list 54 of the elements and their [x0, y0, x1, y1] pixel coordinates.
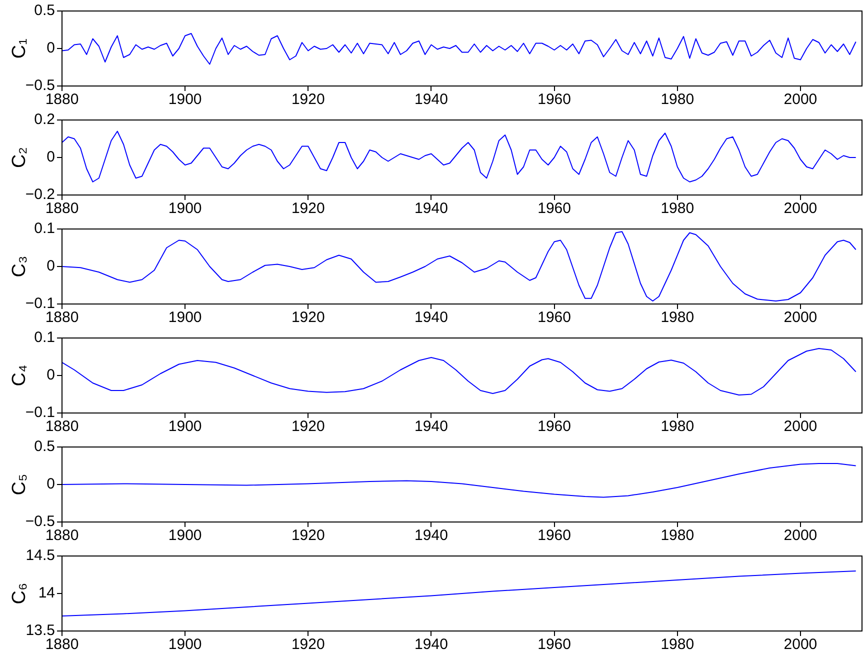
x-tick-label: 2000 [784, 418, 818, 436]
x-tick-label: 1920 [291, 309, 325, 326]
y-tick-label: 0 [46, 148, 55, 166]
x-tick-label: 2000 [784, 91, 818, 108]
x-tick-label: 1960 [538, 418, 571, 436]
y-axis-title: C₄ [9, 364, 30, 386]
y-axis-title: C₃ [9, 256, 30, 278]
y-tick-label: 14 [38, 584, 55, 602]
y-tick-label: 0.1 [34, 220, 55, 238]
y-tick-label: 0 [46, 476, 55, 493]
y-tick-label: 0 [46, 40, 55, 57]
x-tick-label: 2000 [784, 636, 818, 654]
x-tick-label: 1940 [414, 527, 448, 544]
y-tick-label: 0.1 [34, 329, 55, 346]
x-tick-label: 1980 [660, 636, 694, 654]
x-tick-label: 1920 [291, 527, 325, 544]
x-tick-label: 1980 [660, 418, 694, 436]
x-tick-label: 1940 [414, 309, 448, 326]
x-tick-label: 1980 [660, 527, 694, 544]
x-tick-label: 1900 [168, 200, 202, 218]
x-tick-label: 1960 [538, 636, 571, 654]
x-tick-label: 1960 [538, 309, 571, 326]
x-tick-label: 1900 [168, 418, 202, 436]
x-tick-label: 1900 [168, 636, 202, 654]
x-tick-label: 1920 [291, 418, 325, 436]
x-tick-label: 2000 [784, 309, 818, 326]
x-tick-label: 1960 [538, 91, 571, 108]
x-tick-label: 2000 [784, 527, 818, 544]
x-tick-label: 1920 [291, 200, 325, 218]
x-tick-label: 1940 [414, 91, 448, 108]
x-tick-label: 1900 [168, 91, 202, 108]
x-tick-label: 1900 [168, 527, 202, 544]
x-tick-label: 1920 [291, 636, 325, 654]
x-tick-label: 1940 [414, 418, 448, 436]
x-tick-label: 2000 [784, 200, 818, 218]
y-tick-label: 0.5 [34, 2, 55, 20]
y-axis-title: C₁ [9, 38, 30, 59]
y-tick-label: 0 [46, 366, 55, 384]
y-tick-label: 0.5 [34, 438, 55, 456]
y-axis-title: C₆ [9, 582, 30, 604]
x-tick-label: 1900 [168, 309, 202, 326]
x-tick-label: 1920 [291, 91, 325, 108]
x-tick-label: 1960 [538, 527, 571, 544]
x-tick-label: 1940 [414, 200, 448, 218]
x-tick-label: 1940 [414, 636, 448, 654]
x-tick-label: 1980 [660, 91, 694, 108]
y-tick-label: 0 [46, 258, 55, 275]
y-axis-title: C₂ [9, 146, 30, 168]
x-tick-label: 1960 [538, 200, 571, 218]
x-tick-label: 1980 [660, 309, 694, 326]
y-tick-label: 14.5 [26, 547, 55, 564]
y-axis-title: C₅ [9, 474, 30, 496]
x-tick-label: 1980 [660, 200, 694, 218]
y-tick-label: 0.2 [34, 111, 55, 128]
